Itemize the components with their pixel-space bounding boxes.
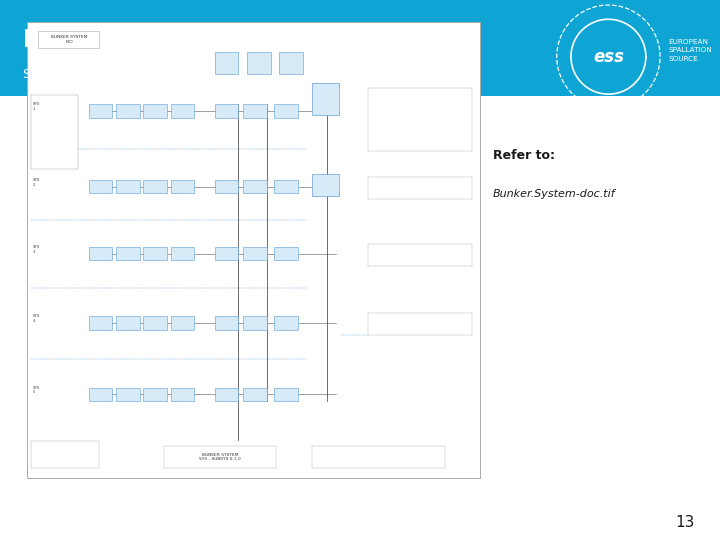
Bar bbox=[274, 247, 298, 260]
Bar bbox=[312, 174, 339, 195]
Bar bbox=[247, 52, 271, 73]
Bar bbox=[312, 446, 445, 468]
Bar bbox=[274, 316, 298, 329]
Text: BUNKER SYSTEM
SYS - SUBSYS 0.1.0: BUNKER SYSTEM SYS - SUBSYS 0.1.0 bbox=[199, 453, 241, 461]
Text: BUNKER SYSTEM
IRO: BUNKER SYSTEM IRO bbox=[51, 35, 87, 44]
Text: Refer to:: Refer to: bbox=[493, 149, 555, 162]
Bar bbox=[31, 441, 99, 468]
Text: SYS
5: SYS 5 bbox=[32, 386, 40, 394]
Bar bbox=[27, 22, 480, 478]
Bar bbox=[243, 247, 267, 260]
Bar bbox=[171, 316, 194, 329]
Text: SYS
1: SYS 1 bbox=[32, 102, 40, 111]
Bar bbox=[215, 104, 238, 118]
Text: Bunker.System-doc.tif: Bunker.System-doc.tif bbox=[493, 188, 616, 199]
Bar bbox=[368, 177, 472, 199]
Bar bbox=[89, 316, 112, 329]
Bar bbox=[116, 180, 140, 193]
Bar bbox=[243, 180, 267, 193]
Bar bbox=[0, 0, 720, 96]
Bar bbox=[171, 104, 194, 118]
Bar bbox=[215, 52, 238, 73]
Text: SYS
2: SYS 2 bbox=[32, 178, 40, 187]
Text: SYS
4: SYS 4 bbox=[32, 314, 40, 323]
Bar bbox=[89, 388, 112, 401]
Bar bbox=[279, 52, 303, 73]
Bar bbox=[89, 104, 112, 118]
Bar bbox=[215, 180, 238, 193]
Bar bbox=[274, 180, 298, 193]
Bar bbox=[89, 247, 112, 260]
Bar bbox=[143, 316, 167, 329]
Bar bbox=[368, 244, 472, 266]
Bar bbox=[171, 388, 194, 401]
Bar bbox=[274, 104, 298, 118]
Bar bbox=[143, 388, 167, 401]
Text: Bunker System Documentation: Bunker System Documentation bbox=[23, 29, 436, 52]
Bar bbox=[243, 316, 267, 329]
Bar bbox=[171, 247, 194, 260]
Bar bbox=[143, 247, 167, 260]
Bar bbox=[31, 95, 78, 169]
Text: 13: 13 bbox=[675, 515, 695, 530]
Bar bbox=[143, 104, 167, 118]
Bar bbox=[274, 388, 298, 401]
Bar bbox=[215, 247, 238, 260]
Bar bbox=[243, 388, 267, 401]
Polygon shape bbox=[571, 19, 646, 94]
Bar bbox=[116, 104, 140, 118]
Bar bbox=[312, 83, 339, 115]
Bar bbox=[116, 247, 140, 260]
Bar bbox=[116, 316, 140, 329]
Text: EUROPEAN
SPALLATION
SOURCE: EUROPEAN SPALLATION SOURCE bbox=[668, 39, 712, 62]
Bar bbox=[143, 180, 167, 193]
Bar bbox=[171, 180, 194, 193]
Bar bbox=[164, 446, 276, 468]
Bar bbox=[215, 388, 238, 401]
Text: ess: ess bbox=[593, 48, 624, 66]
Bar bbox=[38, 31, 99, 48]
Text: SYS
3: SYS 3 bbox=[32, 245, 40, 254]
Bar bbox=[89, 180, 112, 193]
Bar bbox=[243, 104, 267, 118]
Bar bbox=[116, 388, 140, 401]
Bar bbox=[368, 313, 472, 335]
Text: System and Subsystems: System and Subsystems bbox=[23, 69, 186, 82]
Bar bbox=[368, 89, 472, 151]
Bar bbox=[215, 316, 238, 329]
